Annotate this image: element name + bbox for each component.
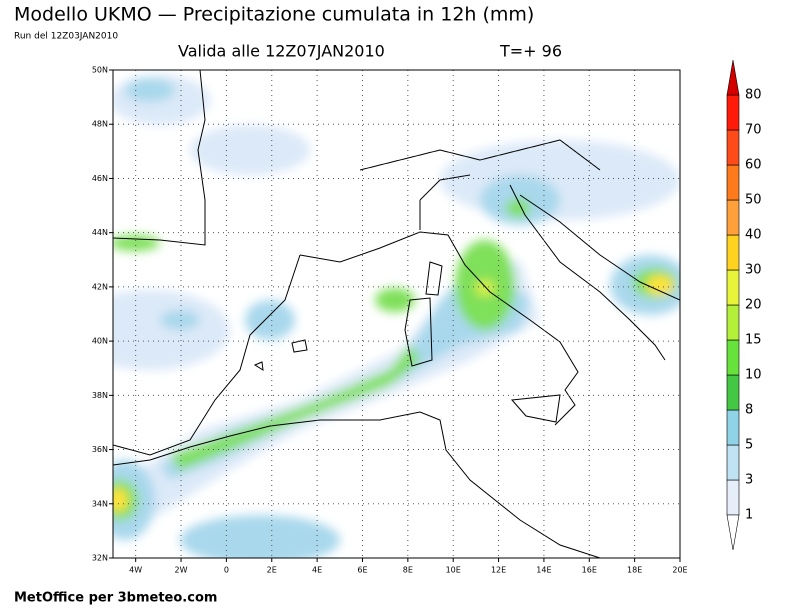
- lon-label: 4E: [312, 566, 322, 575]
- colorbar-label: 20: [745, 298, 762, 313]
- colorbar-bin: [726, 129, 740, 166]
- lat-label: 44N: [92, 228, 108, 237]
- lead-time: T=+ 96: [499, 42, 562, 61]
- borders: [359, 139, 601, 230]
- lon-label: 18E: [627, 566, 642, 575]
- colorbar-label: 15: [745, 333, 762, 348]
- sicily: [510, 394, 561, 423]
- lon-label: 12E: [491, 566, 506, 575]
- colorbar-label: 1: [745, 508, 753, 523]
- lat-label: 40N: [92, 337, 108, 346]
- title: Modello UKMO — Precipitazione cumulata i…: [14, 4, 534, 26]
- valid-time: Valida alle 12Z07JAN2010: [178, 42, 385, 61]
- colorbar-label: 60: [745, 158, 762, 173]
- lon-label: 10E: [446, 566, 461, 575]
- colorbar-bin: [726, 409, 740, 446]
- lat-label: 48N: [92, 120, 108, 129]
- colorbar-bin: [726, 269, 740, 306]
- colorbar-bin: [726, 234, 740, 271]
- colorbar-label: 3: [745, 473, 753, 488]
- colorbar-bin: [726, 199, 740, 236]
- colorbar-bin: [726, 94, 740, 131]
- lat-label: 50N: [92, 66, 108, 75]
- lat-label: 36N: [92, 445, 108, 454]
- lon-label: 14E: [536, 566, 551, 575]
- colorbar-label: 30: [745, 263, 762, 278]
- coastline: [113, 70, 680, 558]
- sardinia: [404, 297, 433, 367]
- lon-label: 2E: [267, 566, 277, 575]
- lat-label: 34N: [92, 499, 108, 508]
- lon-label: 20E: [672, 566, 687, 575]
- colorbar-label: 10: [745, 368, 762, 383]
- balearics: [253, 339, 308, 371]
- graticule: 32N 34N 36N 38N 40N 42N 44N 46N 48N 50N 4W 2W 0 2E 4E 6…: [92, 66, 688, 575]
- colorbar-bin: [726, 304, 740, 341]
- colorbar-bin: [726, 444, 740, 481]
- colorbar-bin: [726, 164, 740, 201]
- corsica: [425, 261, 443, 296]
- lon-label: 0: [224, 566, 229, 575]
- colorbar-bottom: [726, 514, 740, 551]
- lat-label: 38N: [92, 391, 108, 400]
- colorbar-label: 40: [745, 228, 762, 243]
- colorbar-bin: [726, 339, 740, 376]
- lat-label: 32N: [92, 554, 108, 563]
- colorbar: 1 3 5 8 10 15 20 30 40 50 60 70 80: [726, 59, 762, 551]
- lon-label: 4W: [129, 566, 142, 575]
- colorbar-label: 5: [745, 438, 753, 453]
- footer: MetOffice per 3bmeteo.com: [14, 591, 217, 606]
- lon-label: 8E: [403, 566, 413, 575]
- lat-label: 46N: [92, 174, 108, 183]
- run-date: Run del 12Z03JAN2010: [14, 32, 118, 42]
- lon-label: 2W: [175, 566, 188, 575]
- lon-label: 16E: [582, 566, 597, 575]
- lon-label: 6E: [357, 566, 367, 575]
- colorbar-label: 8: [745, 403, 753, 418]
- lat-label: 42N: [92, 282, 108, 291]
- colorbar-label: 50: [745, 193, 762, 208]
- colorbar-top: [726, 59, 740, 96]
- precip-field: [113, 70, 680, 558]
- colorbar-label: 70: [745, 123, 762, 138]
- map-frame: [112, 69, 681, 559]
- colorbar-label: 80: [745, 88, 762, 103]
- colorbar-bin: [726, 479, 740, 516]
- colorbar-bin: [726, 374, 740, 411]
